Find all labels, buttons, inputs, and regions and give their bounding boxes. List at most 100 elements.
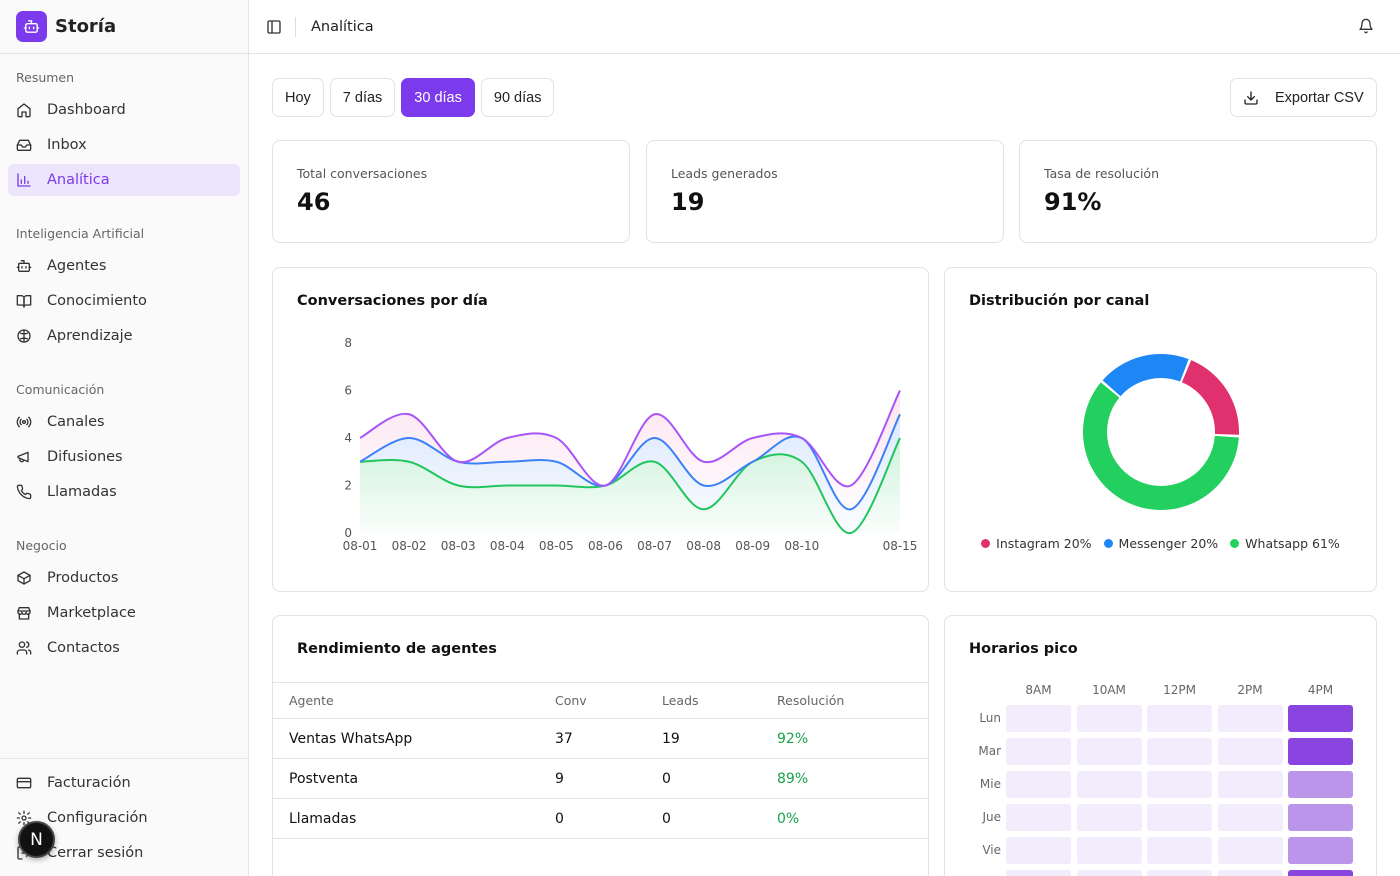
heatmap-cell[interactable] <box>1006 804 1071 831</box>
heatmap-cell[interactable] <box>1217 804 1283 831</box>
donut-legend: Instagram 20% Messenger 20% Whatsapp 61% <box>945 536 1376 551</box>
download-icon <box>1243 90 1259 106</box>
sidebar-item-productos[interactable]: Productos <box>8 562 240 594</box>
heatmap-cell[interactable] <box>1217 771 1283 798</box>
heatmap-row-label: Lun <box>979 711 1001 725</box>
heatmap-cell[interactable] <box>1288 870 1353 876</box>
x-tick-label: 08-06 <box>588 539 623 553</box>
donut-slice-instagram[interactable] <box>1181 360 1239 435</box>
table-header-row: Agente Conv Leads Resolución <box>273 682 928 719</box>
conversations-chart-card: Conversaciones por día 0 2 4 6 8 08-01 08-02 08… <box>272 267 929 592</box>
heatmap-row-label: Jue <box>982 810 1001 824</box>
heatmap-cell[interactable] <box>1217 870 1283 876</box>
heatmap-cell[interactable] <box>1076 804 1142 831</box>
sidebar-item-contactos[interactable]: Contactos <box>8 632 240 664</box>
heatmap-cell[interactable] <box>1288 771 1353 798</box>
table-row[interactable]: Ventas WhatsApp 37 19 92% <box>273 718 928 759</box>
sidebar-item-llamadas[interactable]: Llamadas <box>8 476 240 508</box>
stat-label: Tasa de resolución <box>1044 166 1159 181</box>
sidebar-item-agentes[interactable]: Agentes <box>8 250 240 282</box>
heatmap-column-label: 8AM <box>1025 683 1052 697</box>
sidebar-item-label: Agentes <box>47 258 107 274</box>
donut-slice-whatsapp[interactable] <box>1083 382 1239 510</box>
agents-table: Agente Conv Leads Resolución Ventas What… <box>273 682 928 839</box>
heatmap-row-label: Vie <box>982 843 1001 857</box>
brand[interactable]: Storía <box>0 0 248 54</box>
sidebar-item-facturacion[interactable]: Facturación <box>8 767 240 799</box>
table-row[interactable]: Postventa 9 0 89% <box>273 758 928 799</box>
sidebar-item-canales[interactable]: Canales <box>8 406 240 438</box>
column-header[interactable]: Agente <box>273 682 555 719</box>
x-tick-label: 08-07 <box>637 539 672 553</box>
sidebar-item-aprendizaje[interactable]: Aprendizaje <box>8 320 240 352</box>
sidebar-item-inbox[interactable]: Inbox <box>8 129 240 161</box>
table-row[interactable]: Llamadas 0 0 0% <box>273 798 928 839</box>
column-header[interactable]: Conv <box>555 682 662 719</box>
sidebar-item-marketplace[interactable]: Marketplace <box>8 597 240 629</box>
sidebar-item-dashboard[interactable]: Dashboard <box>8 94 240 126</box>
leads-count: 0 <box>662 798 777 839</box>
heatmap-cell[interactable] <box>1288 804 1353 831</box>
heatmap-cell[interactable] <box>1076 771 1142 798</box>
sidebar-item-label: Productos <box>47 570 119 586</box>
heatmap-cell[interactable] <box>1147 837 1212 864</box>
bell-icon[interactable] <box>1358 18 1376 36</box>
sidebar-item-conocimiento[interactable]: Conocimiento <box>8 285 240 317</box>
peak-hours-card: Horarios pico 8AM 10AM 12PM 2PM 4PM Lun Mar Mie… <box>944 615 1377 876</box>
heatmap-cell[interactable] <box>1076 837 1142 864</box>
heatmap-cell[interactable] <box>1147 804 1212 831</box>
column-header[interactable]: Resolución <box>777 682 928 719</box>
stat-value: 46 <box>297 188 331 216</box>
heatmap-cell[interactable] <box>1076 870 1142 876</box>
x-tick-label: 08-04 <box>490 539 525 553</box>
agent-name: Postventa <box>273 758 555 799</box>
heatmap-cell[interactable] <box>1006 738 1071 765</box>
filter-today-button[interactable]: Hoy <box>272 78 324 117</box>
heatmap-cell[interactable] <box>1288 837 1353 864</box>
heatmap-column-label: 12PM <box>1163 683 1196 697</box>
filter-90d-button[interactable]: 90 días <box>480 78 555 117</box>
users-icon <box>16 640 32 656</box>
nav-group-label: Inteligencia Artificial <box>16 226 145 241</box>
sidebar-toggle-icon[interactable] <box>265 18 283 36</box>
bar-chart-icon <box>16 172 32 188</box>
y-tick-label: 0 <box>344 526 352 540</box>
conv-count: 0 <box>555 798 662 839</box>
heatmap-column-label: 2PM <box>1237 683 1263 697</box>
x-tick-label: 08-09 <box>735 539 770 553</box>
heatmap-cell[interactable] <box>1076 738 1142 765</box>
conv-count: 37 <box>555 718 662 759</box>
heatmap-cell[interactable] <box>1288 738 1353 765</box>
sidebar-item-label: Llamadas <box>47 484 117 500</box>
dev-tools-badge[interactable]: N <box>18 821 55 858</box>
heatmap-cell[interactable] <box>1217 837 1283 864</box>
heatmap-cell[interactable] <box>1147 705 1212 732</box>
sidebar-item-analitica[interactable]: Analítica <box>8 164 240 196</box>
topbar-divider <box>295 16 296 37</box>
heatmap-cell[interactable] <box>1217 705 1283 732</box>
heatmap-cell[interactable] <box>1147 771 1212 798</box>
heatmap-cell[interactable] <box>1147 870 1212 876</box>
nav-group-negocio: Negocio Productos Marketplace Contactos <box>0 536 248 667</box>
book-icon <box>16 293 32 309</box>
heatmap-cell[interactable] <box>1217 738 1283 765</box>
export-csv-button[interactable]: Exportar CSV <box>1230 78 1377 117</box>
stat-value: 91% <box>1044 188 1102 216</box>
export-label: Exportar CSV <box>1275 89 1364 106</box>
column-header[interactable]: Leads <box>662 682 777 719</box>
donut-slice-messenger[interactable] <box>1102 354 1189 397</box>
filter-30d-button[interactable]: 30 días <box>401 78 475 117</box>
heatmap-cell[interactable] <box>1288 705 1353 732</box>
filter-7d-button[interactable]: 7 días <box>329 78 396 117</box>
heatmap-cell[interactable] <box>1076 705 1142 732</box>
brain-icon <box>16 328 32 344</box>
heatmap-cell[interactable] <box>1006 870 1071 876</box>
sidebar-item-difusiones[interactable]: Difusiones <box>8 441 240 473</box>
heatmap-cell[interactable] <box>1006 837 1071 864</box>
nav-group-label: Comunicación <box>16 382 105 397</box>
heatmap-cell[interactable] <box>1006 771 1071 798</box>
heatmap-cell[interactable] <box>1006 705 1071 732</box>
legend-item-messenger: Messenger 20% <box>1103 536 1218 551</box>
heatmap-cell[interactable] <box>1147 738 1212 765</box>
home-icon <box>16 102 32 118</box>
